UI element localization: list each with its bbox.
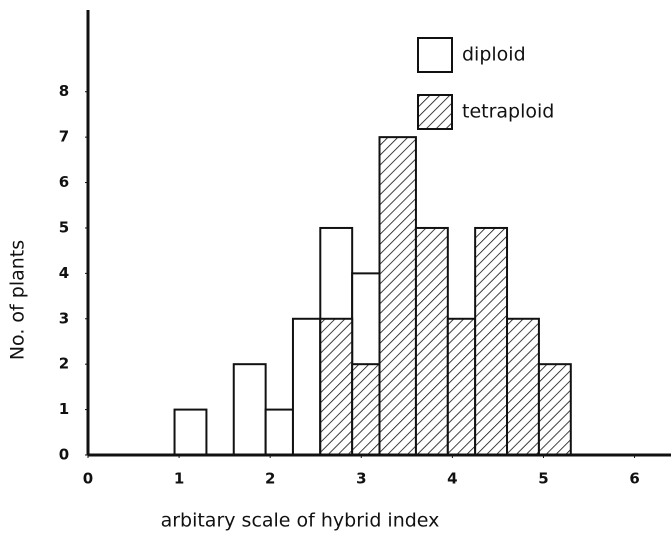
y-tick-label: 2: [59, 355, 69, 373]
bar: [474, 226, 509, 456]
x-tick-label: 6: [629, 470, 639, 488]
x-tick-label: 0: [83, 470, 93, 488]
legend-swatch: [417, 94, 453, 130]
y-tick-label: 3: [59, 309, 69, 327]
bar: [537, 363, 572, 457]
y-tick-label: 4: [59, 264, 69, 282]
bar: [351, 363, 381, 457]
bar: [173, 408, 208, 456]
x-axis-label: arbitary scale of hybrid index: [161, 510, 440, 532]
x-tick-label: 5: [538, 470, 548, 488]
bar: [264, 408, 294, 456]
x-tick-label: 2: [265, 470, 275, 488]
bar: [414, 226, 449, 456]
legend-label: diploid: [462, 44, 526, 66]
bar: [446, 317, 477, 456]
y-axis-label: No. of plants: [7, 240, 29, 360]
bar: [506, 317, 540, 456]
bar: [378, 136, 417, 456]
y-tick-label: 6: [59, 173, 69, 191]
x-tick-label: 1: [174, 470, 184, 488]
legend-label: tetraploid: [462, 101, 554, 123]
legend-swatch: [417, 37, 453, 73]
bar: [319, 317, 354, 456]
bar: [291, 317, 322, 456]
x-tick-label: 4: [447, 470, 457, 488]
bar: [232, 363, 267, 457]
y-tick-label: 0: [59, 446, 69, 464]
x-tick-label: 3: [356, 470, 366, 488]
y-tick-label: 5: [59, 218, 69, 236]
y-tick-label: 8: [59, 82, 69, 100]
y-tick-label: 7: [59, 128, 69, 146]
y-tick-label: 1: [59, 400, 69, 418]
